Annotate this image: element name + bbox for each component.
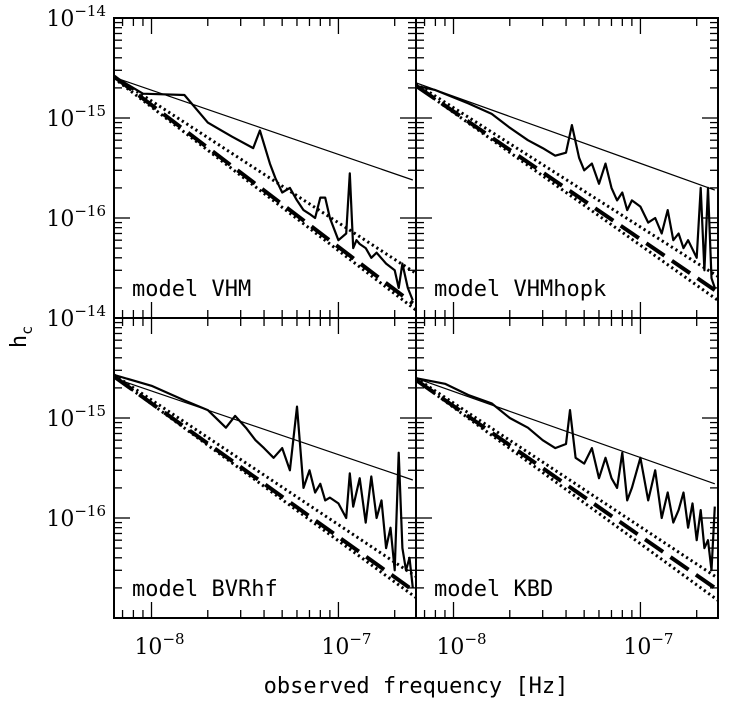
panel-frame [113, 317, 417, 619]
series-line-thin-solid [114, 76, 413, 181]
y-axis-title: hc [7, 326, 36, 348]
panel-label: model VHMhopk [434, 277, 606, 302]
series-line-thick-solid [416, 377, 716, 572]
series-line-dotted-upper [114, 75, 416, 275]
panel-series-group [416, 376, 718, 602]
series-line-dotted-upper [416, 376, 718, 580]
x-tick-label: 10−7 [623, 630, 673, 660]
panel-frame [415, 17, 719, 319]
panel-label: model VHM [132, 277, 251, 302]
x-axis-title: observed frequency [Hz] [264, 674, 569, 699]
y-tick-label: 10−16 [46, 202, 106, 232]
series-line-thin-solid [416, 82, 716, 191]
panels-group: model VHM 10−14 10−15 10−16 model VHMhopk mod… [46, 2, 719, 660]
y-tick-label: 10−15 [46, 102, 106, 132]
y-tick-label: 10−14 [46, 2, 106, 32]
y-tick-label: 10−16 [46, 502, 106, 532]
series-line-thick-solid [114, 373, 414, 589]
panel-series-group [114, 373, 416, 599]
panel-3: model BVRhf 10−14 10−15 10−16 10−8 10−7 [46, 302, 417, 660]
series-line-dotted-upper [416, 82, 718, 278]
panel-ticks [416, 317, 718, 619]
series-line-dotted-lower [416, 84, 718, 302]
panel-series-group [416, 82, 718, 302]
y-tick-label: 10−15 [46, 402, 106, 432]
series-line-dotted-upper [114, 373, 416, 578]
panel-4: model KBD 10−8 10−7 [415, 317, 719, 660]
x-tick-label: 10−8 [436, 630, 486, 660]
series-line-dotted-lower [114, 77, 416, 312]
panel-series-group [114, 74, 416, 312]
x-tick-label: 10−8 [134, 630, 184, 660]
x-tick-label: 10−7 [321, 630, 371, 660]
axis-labels-group: observed frequency [Hz] hc [7, 326, 568, 699]
series-line-dotted-lower [416, 378, 718, 602]
panel-2: model VHMhopk [415, 17, 719, 319]
panel-frame [415, 317, 719, 619]
series-line-thick-dashed [114, 74, 415, 305]
series-line-thick-solid [114, 75, 414, 301]
panel-ticks [114, 317, 416, 619]
panel-label: model KBD [434, 577, 553, 602]
series-line-thick-solid [416, 84, 716, 289]
panel-label: model BVRhf [132, 577, 278, 602]
series-line-thin-solid [114, 377, 413, 481]
panel-1: model VHM 10−14 10−15 10−16 [46, 2, 417, 319]
series-line-thin-solid [416, 377, 715, 485]
y-tick-label: 10−14 [46, 302, 106, 332]
panel-ticks [416, 17, 718, 319]
